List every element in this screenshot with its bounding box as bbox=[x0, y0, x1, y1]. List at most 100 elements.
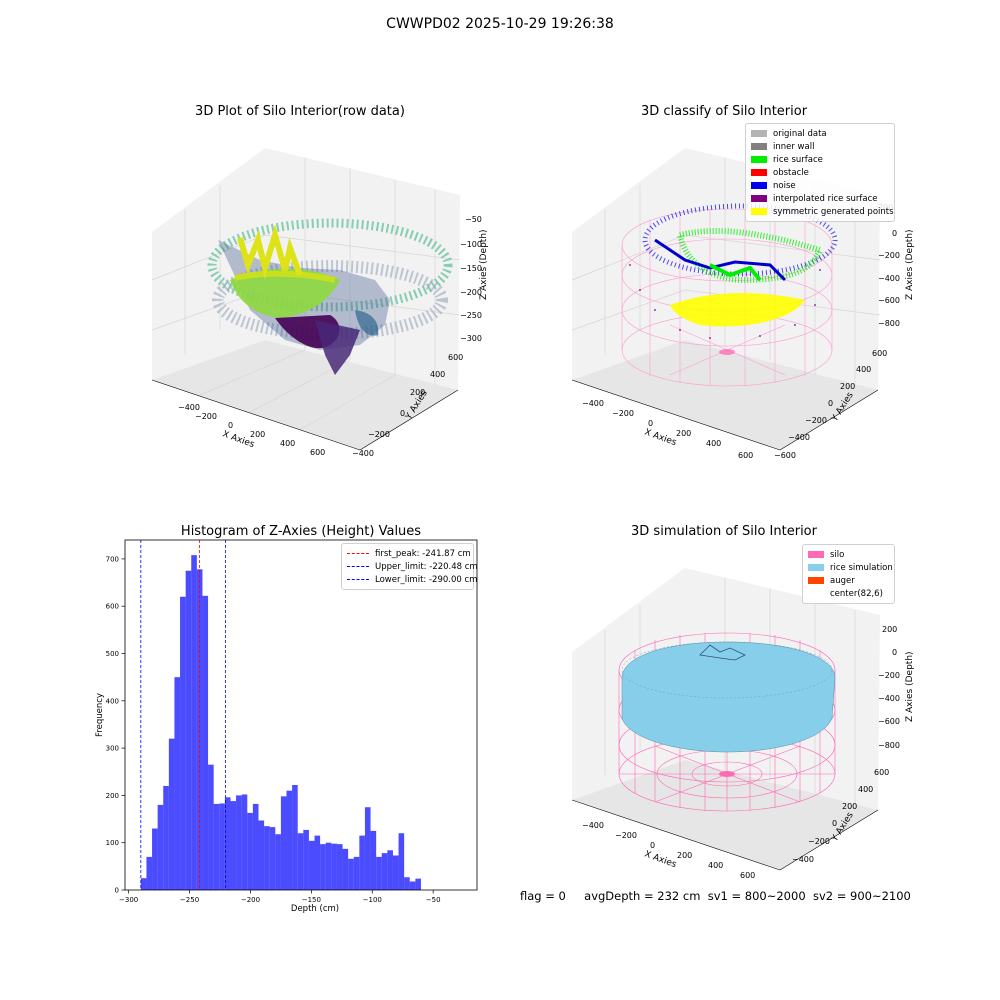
histogram-bar bbox=[213, 803, 220, 890]
classify-symmetric-points bbox=[670, 293, 805, 327]
histogram-bar bbox=[168, 738, 175, 890]
histogram-xtick-label: −50 bbox=[426, 896, 441, 904]
legend-label: rice surface bbox=[773, 154, 823, 165]
legend-swatch bbox=[751, 195, 767, 202]
raw-plot-title: 3D Plot of Silo Interior(row data) bbox=[195, 104, 405, 119]
histogram-bar bbox=[409, 881, 416, 890]
raw-xtick-3: 200 bbox=[250, 430, 265, 439]
legend-label: noise bbox=[773, 180, 796, 191]
simulation-plot-title: 3D simulation of Silo Interior bbox=[631, 524, 817, 539]
status-flag: flag = 0 bbox=[520, 889, 566, 903]
histogram-bar bbox=[303, 829, 309, 890]
raw-xtick-2: 0 bbox=[228, 421, 233, 430]
histogram-bar bbox=[415, 878, 421, 890]
raw-ztick-5: −300 bbox=[460, 334, 482, 343]
raw-ztick-2: −150 bbox=[460, 264, 482, 273]
raw-ytick-1: −200 bbox=[368, 430, 390, 439]
classify-ztick-5: −800 bbox=[878, 319, 900, 328]
raw-ztick-0: −50 bbox=[465, 215, 482, 224]
classify-interpolated-points bbox=[629, 264, 821, 339]
histogram-bar bbox=[174, 677, 181, 890]
simulation-ztick-3: −400 bbox=[878, 694, 900, 703]
histogram-bar bbox=[348, 858, 354, 890]
histogram-bar bbox=[208, 764, 214, 890]
simulation-ytick-0: −400 bbox=[792, 855, 814, 864]
legend-entry: Lower_limit: -290.00 cm bbox=[347, 573, 477, 586]
histogram-bar bbox=[258, 820, 265, 890]
simulation-xtick-4: 400 bbox=[708, 861, 723, 870]
classify-ztick-4: −600 bbox=[878, 296, 900, 305]
legend-swatch bbox=[751, 208, 767, 215]
histogram-bar bbox=[392, 855, 399, 890]
histogram-ytick-label: 500 bbox=[106, 650, 119, 658]
histogram-bar bbox=[331, 843, 337, 890]
legend-line bbox=[347, 566, 369, 567]
raw-xtick-0: −400 bbox=[178, 403, 200, 412]
classify-xtick-4: 400 bbox=[706, 439, 721, 448]
simulation-ztick-5: −800 bbox=[878, 741, 900, 750]
histogram-legend: first_peak: -241.87 cm Upper_limit: -220… bbox=[341, 543, 478, 590]
histogram-bar bbox=[202, 595, 209, 890]
histogram-xtick-label: −300 bbox=[119, 896, 138, 904]
classify-noise-points bbox=[642, 203, 838, 277]
histogram-bar bbox=[247, 812, 253, 890]
classify-xtick-2: 0 bbox=[648, 419, 653, 428]
histogram-bar bbox=[370, 830, 377, 890]
raw-xtick-1: −200 bbox=[195, 412, 217, 421]
histogram-bar bbox=[196, 569, 203, 890]
classify-ytick-6: 600 bbox=[872, 349, 887, 358]
histogram-bar bbox=[146, 856, 153, 890]
raw-floor-pane bbox=[152, 340, 458, 450]
histogram-bar bbox=[241, 794, 248, 890]
legend-entry: interpolated rice surface bbox=[751, 192, 889, 205]
simulation-legend: silo rice simulation auger center(82,6) bbox=[802, 544, 895, 604]
histogram-bar bbox=[320, 844, 326, 890]
histogram-bar bbox=[342, 848, 349, 890]
legend-label: interpolated rice surface bbox=[773, 193, 878, 204]
raw-peak-points bbox=[237, 224, 303, 280]
classify-xtick-5: 600 bbox=[738, 451, 753, 460]
legend-swatch bbox=[808, 564, 824, 571]
classify-ytick-2: −200 bbox=[805, 416, 827, 425]
raw-ztick-3: −200 bbox=[460, 288, 482, 297]
simulation-ytick-5: 600 bbox=[874, 768, 889, 777]
figure-suptitle: CWWPD02 2025-10-29 19:26:38 bbox=[386, 16, 614, 32]
legend-swatch bbox=[751, 130, 767, 137]
histogram-ytick-label: 400 bbox=[106, 697, 119, 705]
legend-entry: obstacle bbox=[751, 166, 889, 179]
legend-swatch bbox=[751, 143, 767, 150]
legend-label: inner wall bbox=[773, 141, 815, 152]
classify-ytick-3: 0 bbox=[828, 399, 833, 408]
histogram-vlines bbox=[140, 540, 226, 890]
simulation-ytick-2: 0 bbox=[832, 819, 837, 828]
classify-legend: original data inner wall rice surface ob… bbox=[745, 123, 895, 222]
raw-xtick-5: 600 bbox=[310, 448, 325, 457]
histogram-bar bbox=[230, 801, 237, 890]
histogram-title: Histogram of Z-Axies (Height) Values bbox=[180, 524, 422, 539]
histogram-bar bbox=[353, 856, 360, 890]
legend-label: auger bbox=[830, 575, 855, 586]
classify-ytick-5: 400 bbox=[856, 365, 871, 374]
raw-ztick-1: −100 bbox=[460, 240, 482, 249]
classify-ztick-2: −200 bbox=[878, 251, 900, 260]
histogram-bar bbox=[275, 834, 281, 890]
legend-entry: first_peak: -241.87 cm bbox=[347, 547, 471, 560]
histogram-ytick-label: 700 bbox=[106, 555, 119, 563]
raw-ytick-4: 400 bbox=[430, 370, 445, 379]
simulation-xtick-0: −400 bbox=[582, 821, 604, 830]
histogram-bar bbox=[387, 850, 393, 890]
histogram-bar bbox=[219, 803, 225, 890]
legend-line bbox=[347, 579, 369, 580]
raw-ytick-0: −400 bbox=[352, 449, 374, 458]
status-line: flag = 0 avgDepth = 232 cm sv1 = 800~200… bbox=[520, 889, 911, 903]
histogram-bar bbox=[398, 833, 405, 890]
legend-label: symmetric generated points bbox=[773, 206, 894, 217]
histogram-xtick-label: −200 bbox=[241, 896, 260, 904]
histogram-frame bbox=[124, 539, 478, 891]
simulation-ztick-2: −200 bbox=[878, 671, 900, 680]
simulation-floor-pane bbox=[572, 760, 878, 870]
histogram-xtick-label: −150 bbox=[302, 896, 321, 904]
simulation-ztick-1: 0 bbox=[892, 648, 897, 657]
legend-swatch bbox=[808, 590, 824, 597]
histogram-xticks: −300 −250 −200 −150 −100 −50 bbox=[119, 890, 441, 904]
